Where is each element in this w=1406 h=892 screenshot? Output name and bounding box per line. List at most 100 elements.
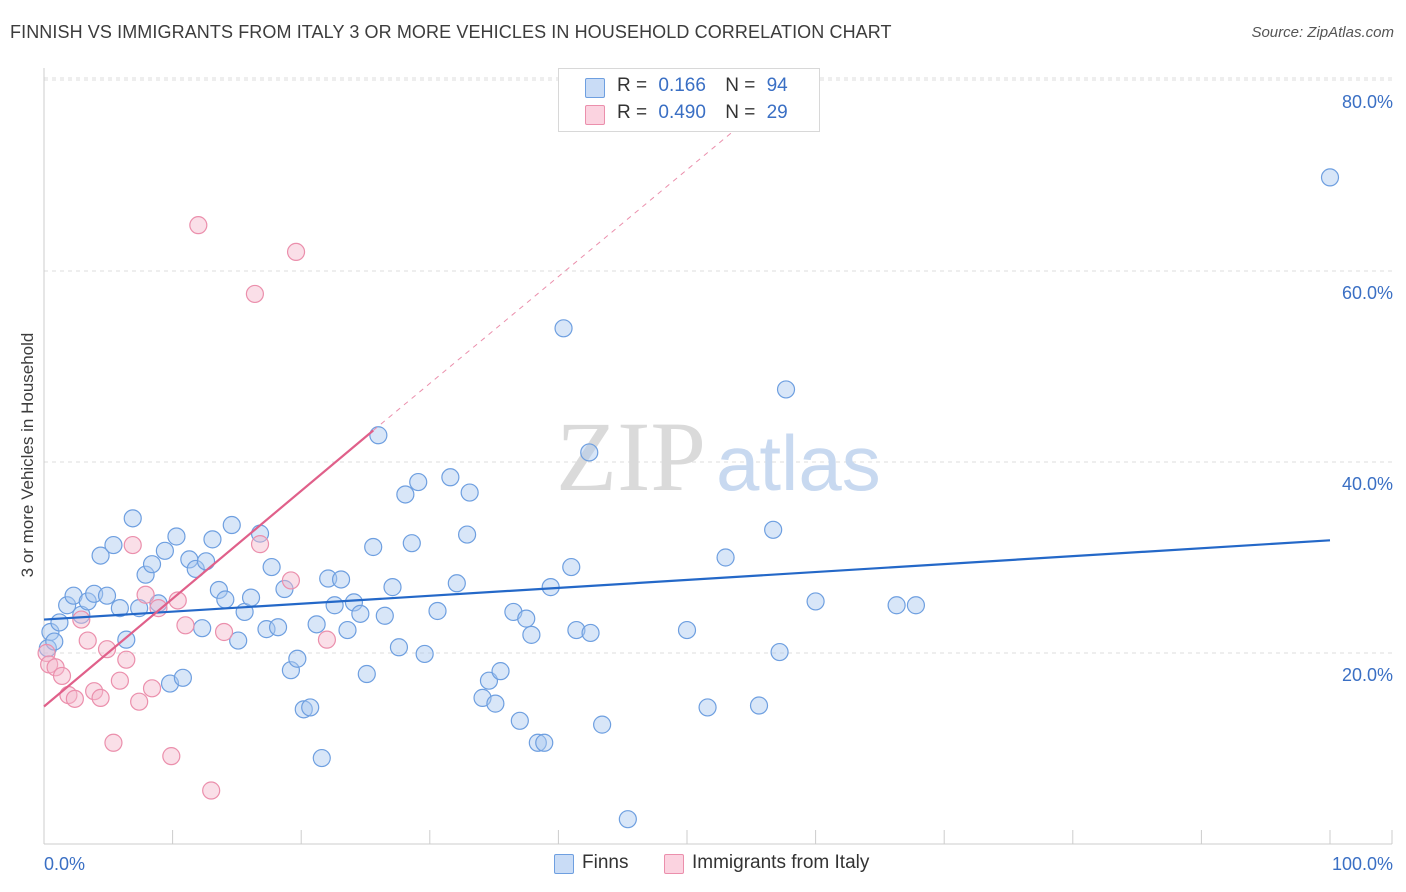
finns-point <box>58 596 77 615</box>
finns-legend-swatch <box>554 854 574 874</box>
finns-point <box>618 810 637 829</box>
n-label: N = <box>725 102 756 123</box>
italy-point <box>37 643 56 663</box>
y-tick-label: 20.0% <box>1342 665 1393 685</box>
finns-point <box>698 698 717 717</box>
finns-point <box>517 609 536 628</box>
watermark-zip: ZIP <box>556 401 706 512</box>
watermark-atlas: atlas <box>716 419 881 507</box>
r-value-italy: 0.490 <box>658 102 706 123</box>
finns-point <box>117 630 136 649</box>
n-value-finns: 94 <box>766 75 788 96</box>
finns-point <box>173 668 192 687</box>
finns-point <box>167 527 186 546</box>
italy-point <box>149 599 168 618</box>
tick-labels: 20.0% 40.0% 60.0% 80.0% 0.0% 100.0% <box>44 92 1393 874</box>
finns-point <box>887 596 906 615</box>
finns-point <box>677 620 697 640</box>
finns-legend-label: Finns <box>582 852 629 873</box>
italy-point <box>162 747 181 766</box>
finns-point <box>441 468 460 487</box>
x-tick-label: 100.0% <box>1332 854 1393 874</box>
finns-point <box>338 620 357 640</box>
finns-point <box>486 694 505 713</box>
r-label: R = <box>617 75 648 96</box>
finns-point <box>97 586 117 605</box>
finns-point <box>294 700 313 719</box>
finns-point <box>312 748 331 768</box>
finns-point <box>281 661 301 680</box>
finns-point <box>344 593 364 612</box>
finns-point <box>554 319 573 338</box>
finns-point <box>528 733 547 752</box>
finns-point <box>216 590 235 609</box>
finns-point <box>301 698 320 717</box>
finns-point <box>268 618 288 637</box>
r-value-finns: 0.166 <box>658 75 706 96</box>
finns-point <box>535 733 554 752</box>
finns-point <box>319 569 338 588</box>
finns-point <box>110 599 129 618</box>
finns-point <box>364 537 383 557</box>
finns-point <box>155 541 174 560</box>
finns-point <box>580 443 599 462</box>
finns-point <box>357 664 376 684</box>
finns-point <box>716 548 735 567</box>
italy-legend-label: Immigrants from Italy <box>692 852 870 873</box>
finns-point <box>776 380 796 399</box>
finns-point <box>522 625 541 644</box>
finns-point <box>196 552 216 571</box>
finns-swatch <box>585 78 605 98</box>
finns-point <box>186 559 205 579</box>
italy-point <box>130 692 149 711</box>
finns-point <box>50 613 69 632</box>
finns-point <box>770 642 789 662</box>
finns-point <box>307 615 326 634</box>
italy-point <box>52 666 72 686</box>
finns-point <box>369 426 388 445</box>
finns-point <box>375 606 394 625</box>
chart-title: FINNISH VS IMMIGRANTS FROM ITALY 3 OR MO… <box>10 22 892 42</box>
y-tick-label: 60.0% <box>1342 283 1393 303</box>
finns-point <box>136 565 155 584</box>
finns-point <box>325 596 344 615</box>
finns-point <box>331 570 351 589</box>
finns-point <box>806 592 825 611</box>
finns-point <box>203 530 222 549</box>
italy-point <box>286 242 306 261</box>
finns-point <box>402 534 421 553</box>
italy-point <box>189 216 208 235</box>
italy-swatch <box>585 105 605 125</box>
finns-point <box>389 638 409 657</box>
watermark: ZIP atlas <box>556 401 881 512</box>
n-label: N = <box>725 75 756 96</box>
italy-point <box>136 585 155 604</box>
finns-point <box>142 555 162 574</box>
italy-trend-line <box>43 429 374 708</box>
italy-point <box>72 610 91 629</box>
y-tick-label: 40.0% <box>1342 474 1393 494</box>
italy-point <box>142 679 162 698</box>
italy-point <box>104 733 123 752</box>
finns-point <box>351 604 370 623</box>
finns-point <box>262 557 281 577</box>
italy-point <box>117 650 136 669</box>
grid-lines <box>44 77 1392 654</box>
finns-point <box>567 620 586 640</box>
trend-lines <box>43 89 1331 708</box>
stats-legend: R = 0.166 N = 94 R = 0.490 N = 29 <box>558 68 820 132</box>
finns-point <box>222 515 241 535</box>
r-label: R = <box>617 102 648 123</box>
italy-point <box>123 535 142 555</box>
italy-point <box>245 284 265 304</box>
axes <box>43 68 1393 845</box>
italy-point <box>214 622 234 642</box>
finns-point <box>428 601 447 621</box>
finns-point <box>123 509 142 528</box>
finns-point <box>1320 168 1340 187</box>
finns-point <box>229 631 248 650</box>
italy-point <box>97 640 117 659</box>
finns-point <box>383 578 402 597</box>
italy-point <box>176 616 195 635</box>
